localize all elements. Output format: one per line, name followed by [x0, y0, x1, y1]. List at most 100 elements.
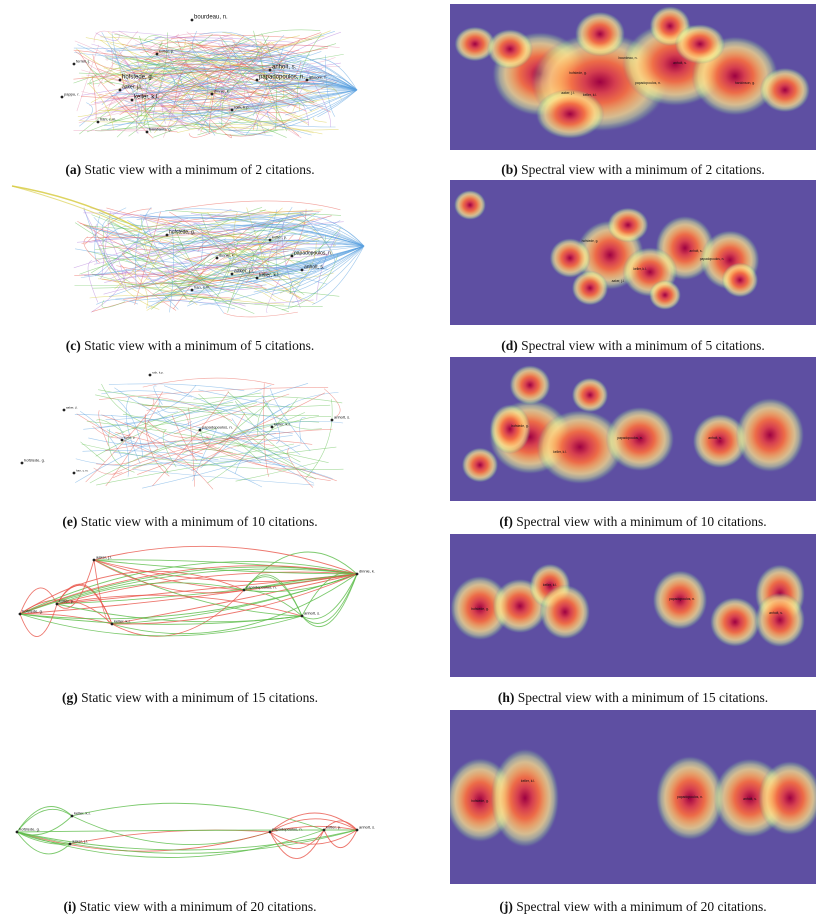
figure-b-label-aaker-j-l: aaker, j.l. — [561, 91, 575, 95]
figure-i-static-network: hofstede, g. keller, k.l. aaker, j.l. papad… — [2, 708, 378, 883]
figure-g-node-papadopoulos-n — [242, 588, 246, 592]
figure-f-density-blob — [735, 397, 805, 473]
figure-c-node-hofstede-g — [165, 233, 169, 237]
figure-i-node-label-anholt-s: anholt, s. — [359, 825, 375, 830]
caption-b: (b) Spectral view with a minimum of 2 ci… — [445, 162, 821, 178]
figure-j-label-anholt-s: anholt, s. — [743, 797, 757, 801]
figure-i-node-label-kotler-p: kotler, p. — [326, 825, 341, 830]
caption-d-label: (d) — [501, 338, 518, 353]
figure-c-node-keller-k-l — [255, 276, 259, 280]
figure-a-node-dinnie-k — [210, 92, 214, 96]
figure-c-node-anholt-s — [300, 268, 304, 272]
figure-h-label-anholt-s: anholt, s. — [769, 611, 783, 615]
figure-e-node-label-keller-k-l: keller, k.l. — [274, 422, 291, 427]
figure-a-node-label-roth-k-p: roth, k.p. — [234, 105, 250, 110]
figure-g-node-label-aaker-j-l: aaker, j.l. — [96, 555, 112, 560]
figure-f-label-anholt-s: anholt, s. — [708, 436, 721, 440]
caption-i-text: Static view with a minimum of 20 citatio… — [76, 899, 317, 914]
figure-d-density-blob — [571, 270, 609, 306]
figure-a-node-label-han-c-m: han, c.m. — [100, 117, 116, 122]
figure-d-spectral-density: hofstede, g. papadopoulos, n. keller, k.l.… — [450, 180, 816, 325]
figure-f-density-blob — [461, 447, 499, 483]
caption-i-label: (i) — [63, 899, 77, 914]
figure-e-node-papadopoulos-n — [198, 428, 202, 432]
figure-a-node-anholt-s — [268, 68, 272, 72]
caption-g-label: (g) — [61, 690, 78, 705]
figure-b-density-blobs — [454, 6, 811, 139]
figure-d-label-hofstede-g: hofstede, g. — [582, 239, 599, 243]
figure-b-density-blob — [535, 89, 605, 139]
figure-e-node-label-papadopoulos-n: papadopoulos, n. — [202, 425, 233, 430]
figure-i-node-label-papadopoulos-n: papadopoulos, n. — [272, 827, 303, 832]
figure-d-density-blob — [648, 280, 682, 310]
figure-f-density-blob — [571, 377, 609, 413]
figure-h-density-blob — [754, 592, 806, 648]
figure-a-node-balabanis-g — [145, 130, 149, 134]
figure-i-node-keller-k-l — [70, 814, 74, 818]
figure-c-node-han-c-m — [190, 288, 194, 292]
figure-i-node-hofstede-g — [15, 830, 19, 834]
caption-a: (a) Static view with a minimum of 2 cita… — [0, 162, 380, 178]
caption-c-text: Static view with a minimum of 5 citation… — [80, 338, 315, 353]
figure-e-node-aaker-j-l — [62, 408, 66, 412]
figure-f-density-blobs — [461, 365, 805, 485]
figure-b-label-papadopoulos-n: papadopoulos, n. — [635, 81, 661, 85]
figure-d-label-papadopoulos-n: papadopoulos, n. — [700, 257, 725, 261]
figure-g-node-label-papadopoulos-n: papadopoulos, n. — [246, 585, 277, 590]
figure-f-spectral-density: papadopoulos, n. keller, k.l. anholt, s. ho… — [450, 357, 816, 501]
figure-c-node-label-han-c-m: han, c.m. — [194, 285, 210, 290]
caption-d: (d) Spectral view with a minimum of 5 ci… — [445, 338, 821, 354]
figure-f-label-papadopoulos-n: papadopoulos, n. — [617, 436, 642, 440]
figure-b-density-blob — [487, 29, 533, 69]
figure-e-node-han-c-m — [72, 471, 76, 475]
figure-c-static-network: hofstede, g. papadopoulos, n. anholt, s. ke… — [2, 178, 378, 328]
figure-f-label-hofstede-g: hofstede, g. — [511, 424, 528, 428]
figure-a-node-label-hofstede-g: hofstede, g. — [122, 75, 154, 81]
figure-a-node-papadopoulos-n — [255, 78, 259, 82]
figure-e-edges — [74, 377, 344, 490]
figure-g-node-keller-k-l — [110, 622, 114, 626]
figure-a-node-label-aaker-j-l: aaker, j.l. — [122, 85, 142, 91]
figure-c-node-label-papadopoulos-n: papadopoulos, n. — [294, 251, 332, 257]
figure-c-node-aaker-j-l — [230, 272, 234, 276]
figure-a-node-keller-k-l — [130, 98, 134, 102]
figure-c-node-label-hofstede-g: hofstede, g. — [169, 230, 195, 236]
figure-h-label-papadopoulos-n: papadopoulos, n. — [669, 597, 695, 601]
figure-e-node-label-aaker-j-l: aaker, j.l. — [66, 406, 78, 410]
figure-d-label-anholt-s: anholt, s. — [690, 249, 703, 253]
figure-a-node-label-ferrell-j: ferrell, j. — [76, 59, 90, 64]
caption-d-text: Spectral view with a minimum of 5 citati… — [517, 338, 765, 353]
figure-e-node-keller-k-l — [270, 425, 274, 429]
figure-a-edges — [73, 29, 358, 139]
figure-d-density-blob — [607, 207, 649, 243]
figure-a-node-label-bourdeau-n: bourdeau, n. — [194, 15, 228, 21]
figure-a-node-kotler-p — [155, 52, 159, 56]
figure-j-label-papadopoulos-n: papadopoulos, n. — [677, 795, 703, 799]
figure-d-density-blobs — [453, 190, 760, 310]
figure-f-density-blob — [692, 413, 748, 469]
figure-g-node-label-dinnie-k: dinnie, k. — [359, 569, 375, 574]
figure-b-spectral-density: hofstede, g. anholt, s. aaker, j.l. keller,… — [450, 4, 816, 150]
figure-g-node-label-hofstede-g: hofstede, g. — [22, 609, 43, 614]
figure-e-node-label-anholt-s: anholt, s. — [334, 415, 350, 420]
figure-e-node-label-han-c-m: han, c.m. — [76, 469, 89, 473]
figure-e-node-roth-k-p — [148, 373, 152, 377]
figure-e-node-kotler-p — [120, 438, 124, 442]
caption-e-label: (e) — [62, 514, 78, 529]
figure-a-node-ferrell-j — [72, 62, 76, 66]
figure-i-node-kotler-p — [322, 828, 326, 832]
figure-i-node-aaker-j-l — [68, 842, 72, 846]
figure-b-label-keller-k-l: keller, k.l. — [583, 93, 597, 97]
figure-a-node-han-c-m — [96, 120, 100, 124]
caption-e: (e) Static view with a minimum of 10 cit… — [0, 514, 380, 530]
figure-b-label-hofstede-g: hofstede, g. — [569, 71, 587, 75]
figure-a-node-label-gilmore-f: gilmore, f. — [309, 75, 327, 80]
figure-e-static-network: hofstede, g. papadopoulos, n. anholt, s. ke… — [2, 355, 378, 503]
figure-a-node-label-anholt-s: anholt, s. — [272, 65, 297, 71]
caption-j: (j) Spectral view with a minimum of 20 c… — [445, 899, 821, 915]
figure-a-static-network: bourdeau, n. hofstede, g. papadopoulos, n.… — [2, 2, 378, 152]
figure-f-density-blob — [536, 409, 624, 485]
figure-e-node-label-roth-k-p: roth, k.p. — [152, 371, 164, 375]
figure-c-node-label-kotler-p: kotler, p. — [272, 235, 287, 240]
figure-g-node-label-keller-k-l: keller, k.l. — [114, 619, 131, 624]
